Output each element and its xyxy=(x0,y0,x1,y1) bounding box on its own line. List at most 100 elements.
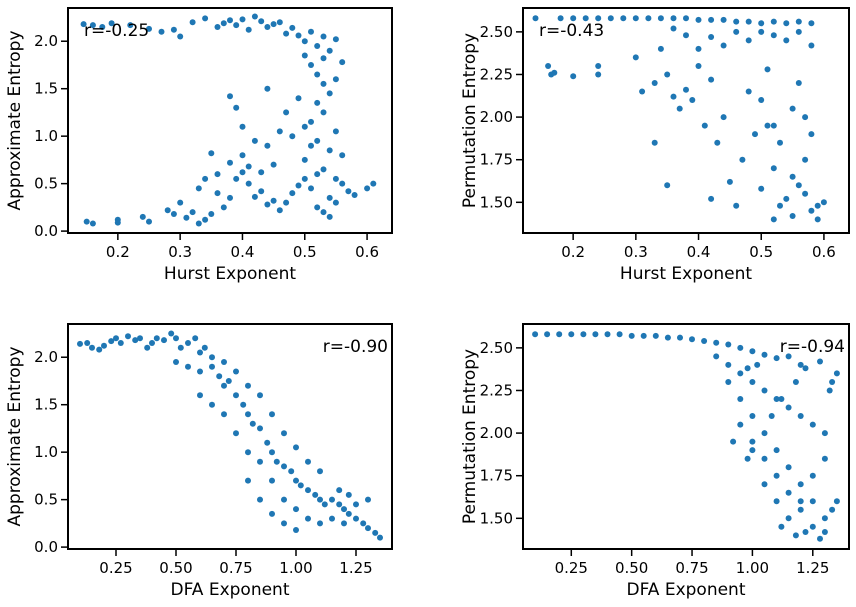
scatter-point xyxy=(365,496,371,503)
scatter-point xyxy=(301,175,308,182)
scatter-point xyxy=(701,122,708,129)
scatter-point xyxy=(372,529,379,536)
scatter-point xyxy=(733,28,740,35)
scatter-point xyxy=(326,90,333,97)
scatter-point xyxy=(312,491,319,498)
scatter-point xyxy=(345,188,352,195)
correlation-annotation: r=-0.94 xyxy=(780,337,845,357)
scatter-point xyxy=(749,438,756,445)
scatter-point xyxy=(768,413,775,419)
scatter-point xyxy=(720,114,727,121)
scatter-point xyxy=(209,354,215,361)
scatter-points xyxy=(532,15,827,223)
y-tick-label: 0.5 xyxy=(34,175,58,193)
scatter-panel-dfa-apen: 0.25 0.50 0.75 1.00 1.25 0.0 0.5 1.0 1.5 2.0 r=-… xyxy=(5,323,393,600)
scatter-point xyxy=(289,190,296,197)
x-tick-label: 0.2 xyxy=(106,243,130,261)
scatter-point xyxy=(132,337,139,344)
scatter-point xyxy=(233,368,239,375)
scatter-point xyxy=(332,76,339,83)
scatter-point xyxy=(233,430,239,437)
scatter-point xyxy=(570,15,577,22)
scatter-point xyxy=(227,17,233,24)
scatter-point xyxy=(360,520,367,527)
scatter-point xyxy=(332,36,339,43)
scatter-point xyxy=(797,361,804,368)
scatter-point xyxy=(532,15,539,22)
scatter-point xyxy=(89,344,95,351)
y-tick-label: 1.50 xyxy=(480,193,513,211)
scatter-point xyxy=(632,15,639,22)
scatter-point xyxy=(173,335,179,342)
scatter-point xyxy=(353,515,359,522)
scatter-point xyxy=(149,340,155,346)
scatter-point xyxy=(308,28,314,35)
plot-frame xyxy=(522,7,850,234)
x-tick-label: 0.3 xyxy=(624,243,648,261)
scatter-point xyxy=(789,213,796,219)
y-axis-ticks: 1.50 1.75 2.00 2.25 2.50 xyxy=(480,339,523,527)
scatter-point xyxy=(595,71,602,78)
scatter-point xyxy=(293,506,299,513)
scatter-point xyxy=(595,15,602,22)
scatter-point xyxy=(770,122,777,129)
scatter-point xyxy=(257,496,263,503)
scatter-point xyxy=(269,411,275,418)
scatter-point xyxy=(185,340,191,346)
scatter-point xyxy=(84,340,91,346)
scatter-point xyxy=(314,99,321,106)
scatter-point xyxy=(616,331,623,338)
scatter-point xyxy=(240,401,247,408)
x-tick-label: 1.00 xyxy=(736,559,769,577)
scatter-point xyxy=(639,88,646,95)
scatter-point xyxy=(795,182,802,189)
scatter-point xyxy=(320,209,327,216)
scatter-point xyxy=(127,22,134,29)
scatter-points xyxy=(532,331,840,542)
scatter-point xyxy=(761,481,768,488)
scatter-point xyxy=(708,76,715,83)
plot-frame xyxy=(67,323,393,550)
scatter-point xyxy=(295,32,302,39)
scatter-point xyxy=(802,114,809,121)
scatter-point xyxy=(173,359,179,365)
scatter-point xyxy=(202,15,209,22)
scatter-point xyxy=(281,496,287,503)
scatter-point xyxy=(137,335,143,342)
scatter-point xyxy=(821,515,828,522)
scatter-point xyxy=(744,365,751,372)
scatter-point xyxy=(258,188,265,195)
scatter-point xyxy=(301,123,308,130)
scatter-point xyxy=(568,331,575,338)
scatter-point xyxy=(146,25,152,32)
scatter-point xyxy=(317,496,323,503)
scatter-point xyxy=(258,18,265,25)
scatter-point xyxy=(269,477,275,484)
scatter-point xyxy=(783,20,790,27)
scatter-point xyxy=(264,142,271,149)
scatter-point xyxy=(683,32,689,39)
scatter-point xyxy=(792,532,799,539)
scatter-panel-hurst-apen: 0.2 0.3 0.4 0.5 0.6 0.00.51.01.52.0 r=-0.25 … xyxy=(5,7,393,284)
scatter-point xyxy=(336,501,343,508)
scatter-point xyxy=(652,332,659,339)
scatter-point xyxy=(829,506,836,513)
scatter-point xyxy=(270,161,277,168)
scatter-point xyxy=(783,195,790,202)
scatter-point xyxy=(821,455,828,462)
scatter-point xyxy=(737,344,744,351)
scatter-point xyxy=(339,152,346,159)
scatter-point xyxy=(314,137,321,144)
scatter-point xyxy=(293,477,299,484)
scatter-point xyxy=(752,131,758,138)
scatter-point xyxy=(195,185,202,192)
x-axis-ticks: 0.25 0.50 0.75 1.00 1.25 xyxy=(99,549,373,577)
scatter-point xyxy=(745,37,752,44)
scatter-point xyxy=(683,86,689,93)
scatter-point xyxy=(664,182,671,189)
x-tick-label: 0.2 xyxy=(561,243,585,261)
scatter-point xyxy=(789,173,796,180)
x-axis-label: DFA Exponent xyxy=(170,580,289,600)
scatter-point xyxy=(320,33,327,40)
scatter-point xyxy=(758,185,765,192)
